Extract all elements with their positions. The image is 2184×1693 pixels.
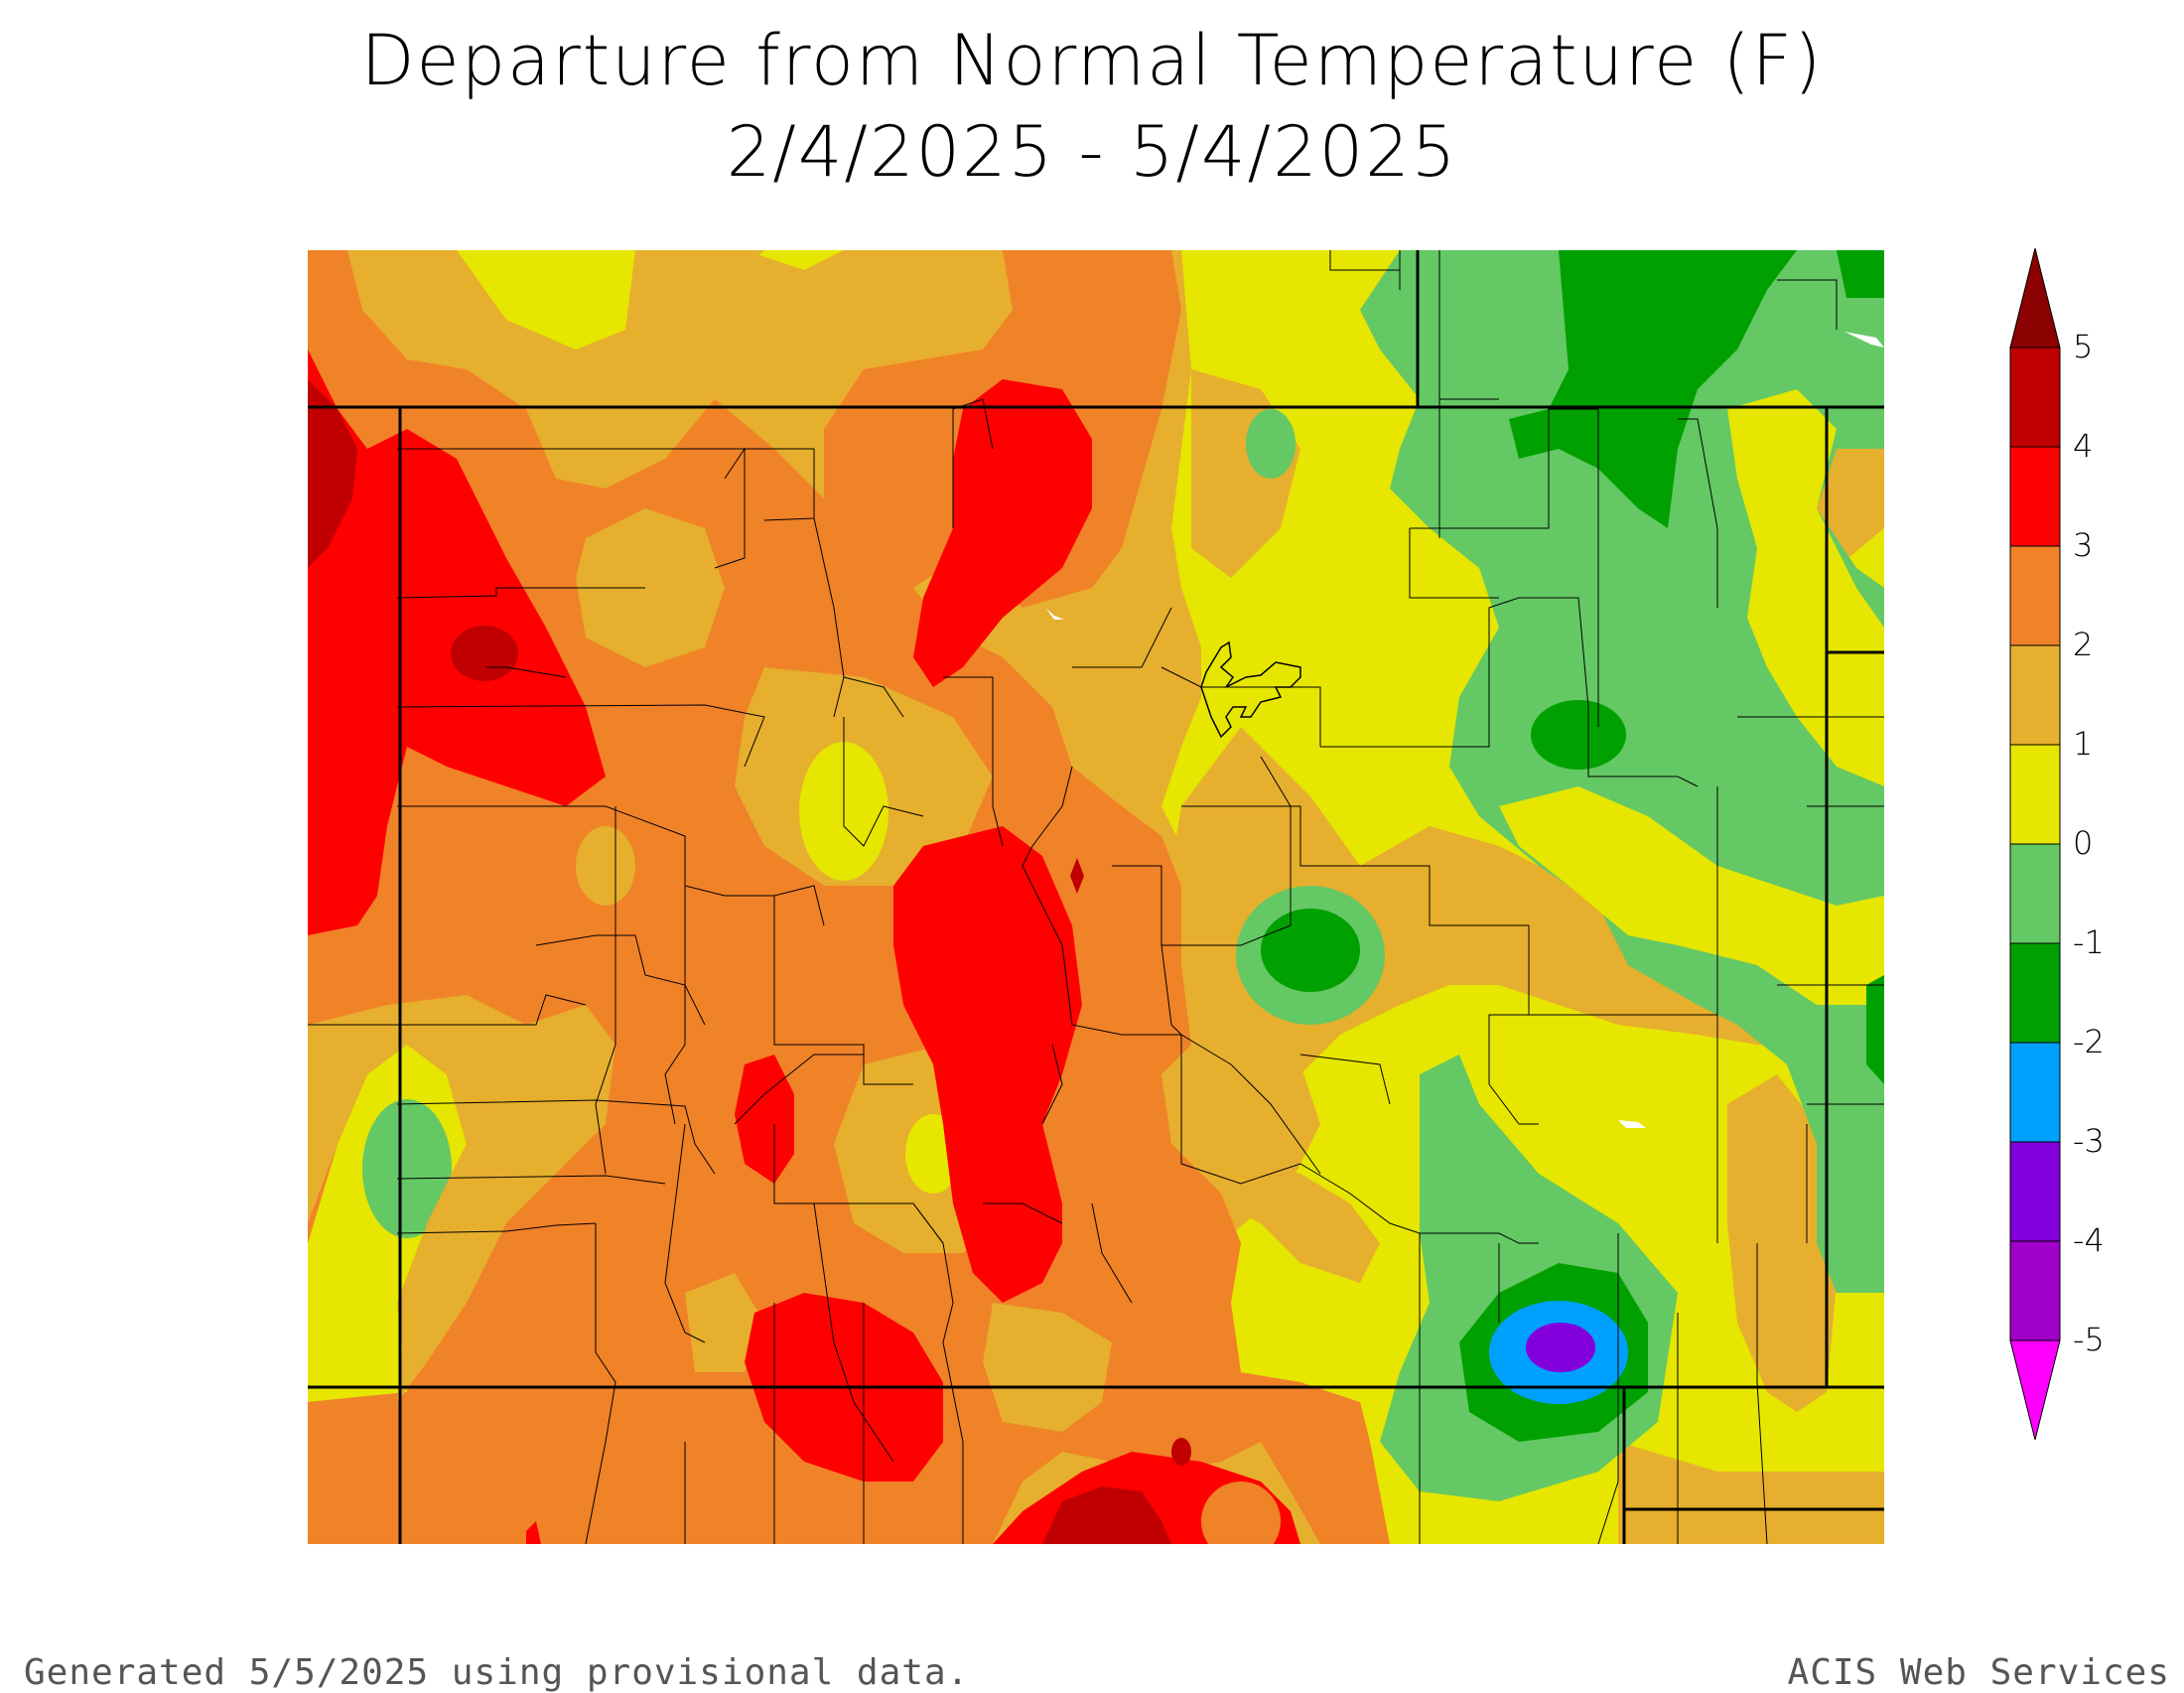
contour-m2-to-m1-east-edge <box>1866 975 1884 1084</box>
contour-1-to-2-west-band <box>308 995 615 1402</box>
legend-label-1: 1 <box>2073 725 2094 763</box>
map-title: Departure from Normal Temperature (F) <box>360 20 1824 101</box>
map-date-range: 2/4/2025 - 5/4/2025 <box>726 111 1458 193</box>
contour-3-to-4-north <box>913 379 1092 687</box>
legend-swatch-4-to-5 <box>2009 347 2061 448</box>
legend-swatch-m2-to-m1 <box>2009 942 2061 1044</box>
contour-m1-to-0-southwest <box>362 1099 452 1238</box>
contour-4-to-5-south-spot <box>1171 1438 1191 1466</box>
legend-swatch-below-m5 <box>2009 1340 2061 1441</box>
contour-m2-to-m1-north <box>1509 250 1797 528</box>
legend-label-m4: -4 <box>2073 1221 2105 1259</box>
source-credit: ACIS Web Services <box>1787 1652 2170 1693</box>
legend-label-m2: -2 <box>2073 1023 2105 1060</box>
contour-4-to-5-west <box>308 379 357 568</box>
legend-label-5: 5 <box>2073 328 2094 365</box>
reservoir-outline <box>1200 640 1301 739</box>
contour-1-to-2-southeast-corner <box>1618 1442 1884 1544</box>
contour-1-to-2-south-mid <box>983 1303 1112 1432</box>
legend-label-4: 4 <box>2073 427 2094 465</box>
legend-swatch-m4-to-m3 <box>2009 1141 2061 1242</box>
legend-swatch-0-to-1 <box>2009 744 2061 845</box>
contour-3-to-4-south-center <box>735 1055 794 1184</box>
generated-note: Generated 5/5/2025 using provisional dat… <box>24 1652 970 1693</box>
contour-2-to-3-south-pocket <box>1201 1481 1281 1544</box>
missing-data-speck-1 <box>1844 332 1884 348</box>
legend-swatch-3-to-4 <box>2009 446 2061 547</box>
color-legend: 5 4 3 2 1 0 -1 -2 -3 -4 -5 <box>2005 248 2174 1450</box>
missing-data-speck-2 <box>1045 608 1064 620</box>
contour-4-to-5-west-spot <box>451 626 518 681</box>
contour-0-to-1-east-inner <box>1727 389 1884 786</box>
legend-swatch-m1-to-0 <box>2009 843 2061 944</box>
contour-1-to-2-north-pocket <box>645 250 764 290</box>
contour-1-to-2-southwest-pocket <box>685 1273 764 1372</box>
legend-label-3: 3 <box>2073 526 2094 564</box>
temperature-departure-map <box>308 250 1884 1544</box>
county-boundaries <box>308 250 1884 1544</box>
contour-1-to-2-west-spot <box>576 826 635 906</box>
legend-swatch-m3-to-m2 <box>2009 1042 2061 1143</box>
contour-0-to-1-north2 <box>745 250 844 270</box>
legend-label-m3: -3 <box>2073 1122 2105 1160</box>
contour-m2-to-m1-northeast <box>1837 250 1884 298</box>
contour-0-to-1-north <box>457 250 635 350</box>
legend-label-0: 0 <box>2073 824 2094 862</box>
legend-label-m5: -5 <box>2073 1321 2105 1358</box>
legend-swatch-1-to-2 <box>2009 644 2061 746</box>
contour-3-to-4-sw-spot <box>526 1521 541 1544</box>
contour-m1-to-0-north-spot <box>1246 409 1296 479</box>
legend-swatch-2-to-3 <box>2009 545 2061 646</box>
missing-data-speck-3 <box>1618 1120 1646 1128</box>
contour-0-to-1-east-inner2 <box>1499 786 1884 1005</box>
legend-swatch-above-5 <box>2009 248 2061 349</box>
contour-m2-to-m1-east <box>1531 700 1626 770</box>
contour-1-to-2-south-center <box>1201 1164 1380 1283</box>
contour-4-to-5-center-spot <box>1070 858 1084 894</box>
contour-m2-to-m1-center <box>1261 909 1360 992</box>
contour-1-to-2-southeast <box>1727 1074 1837 1412</box>
legend-label-m1: -1 <box>2073 923 2105 961</box>
contour-3-to-4-center <box>893 826 1082 1303</box>
contour-m4-to-m3 <box>1526 1323 1595 1372</box>
contour-1-to-2-northwest-pocket <box>576 508 725 667</box>
legend-label-2: 2 <box>2073 626 2094 663</box>
contour-4-to-5-south <box>1042 1486 1171 1544</box>
state-boundaries <box>308 250 1884 1544</box>
legend-swatch-m5-to-m4 <box>2009 1240 2061 1341</box>
